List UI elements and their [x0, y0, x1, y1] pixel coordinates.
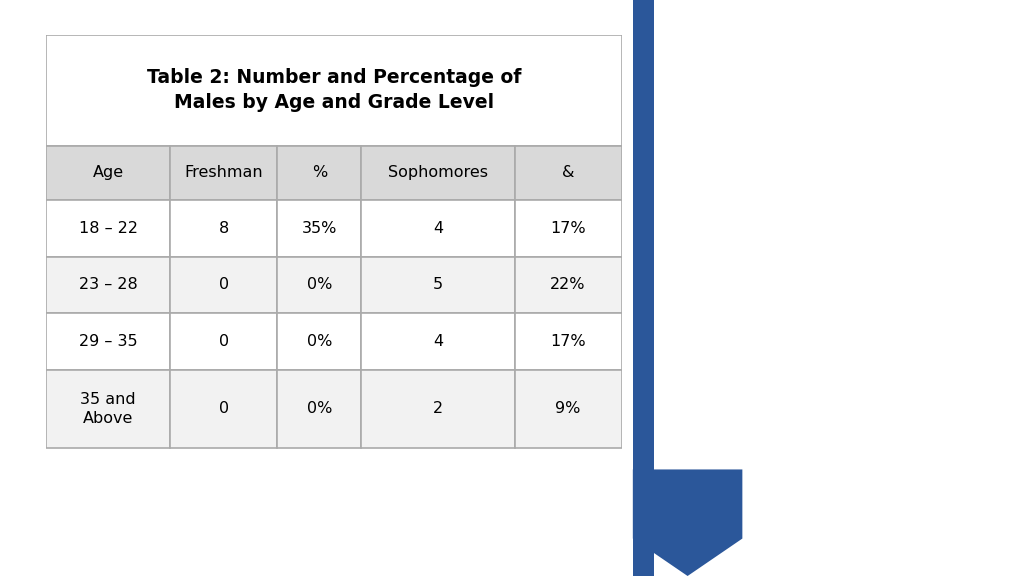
Polygon shape [633, 469, 742, 576]
Text: 0%: 0% [306, 401, 332, 416]
Bar [46, 146, 170, 200]
Text: 5: 5 [433, 278, 443, 293]
Bar [278, 370, 361, 448]
Text: &: & [562, 165, 574, 180]
Bar [515, 313, 622, 370]
Bar [46, 200, 170, 256]
Text: 0%: 0% [306, 278, 332, 293]
Text: 4: 4 [433, 221, 443, 236]
Text: 29 – 35: 29 – 35 [79, 334, 137, 349]
Bar [361, 256, 515, 313]
Text: DEMOGRAPHICS: DEMOGRAPHICS [711, 216, 959, 245]
Text: Freshman: Freshman [184, 165, 263, 180]
Text: 0: 0 [219, 278, 229, 293]
Text: 35%: 35% [302, 221, 337, 236]
Bar [46, 370, 170, 448]
Bar [278, 313, 361, 370]
Text: 4: 4 [433, 334, 443, 349]
Text: 17%: 17% [550, 334, 586, 349]
Bar [515, 256, 622, 313]
Bar [515, 370, 622, 448]
Text: %: % [311, 165, 327, 180]
Bar [46, 313, 170, 370]
Text: 17%: 17% [550, 221, 586, 236]
Bar [361, 146, 515, 200]
Text: 23 – 28: 23 – 28 [79, 278, 137, 293]
Bar [170, 370, 278, 448]
Text: 2: 2 [433, 401, 443, 416]
Text: 18 – 22: 18 – 22 [79, 221, 138, 236]
Bar [515, 146, 622, 200]
Text: 9%: 9% [555, 401, 581, 416]
Bar [170, 200, 278, 256]
Text: Age: Age [93, 165, 124, 180]
Text: 22%: 22% [550, 278, 586, 293]
Text: 35 and
Above: 35 and Above [81, 392, 136, 426]
Bar [46, 35, 622, 146]
Bar [633, 0, 654, 576]
Bar [278, 200, 361, 256]
Bar [278, 256, 361, 313]
Text: 2 Cont’d: 2 Cont’d [711, 291, 841, 320]
Bar [170, 146, 278, 200]
Bar [361, 370, 515, 448]
Text: 0%: 0% [306, 334, 332, 349]
Text: 0: 0 [219, 334, 229, 349]
Bar [170, 313, 278, 370]
Bar [361, 313, 515, 370]
Bar [361, 200, 515, 256]
Bar [170, 256, 278, 313]
Text: Table 2: Number and Percentage of
Males by Age and Grade Level: Table 2: Number and Percentage of Males … [146, 68, 521, 112]
Text: 0: 0 [219, 401, 229, 416]
Bar [46, 256, 170, 313]
Bar [515, 200, 622, 256]
Bar [278, 146, 361, 200]
Text: Sophomores: Sophomores [388, 165, 487, 180]
Text: 8: 8 [219, 221, 229, 236]
